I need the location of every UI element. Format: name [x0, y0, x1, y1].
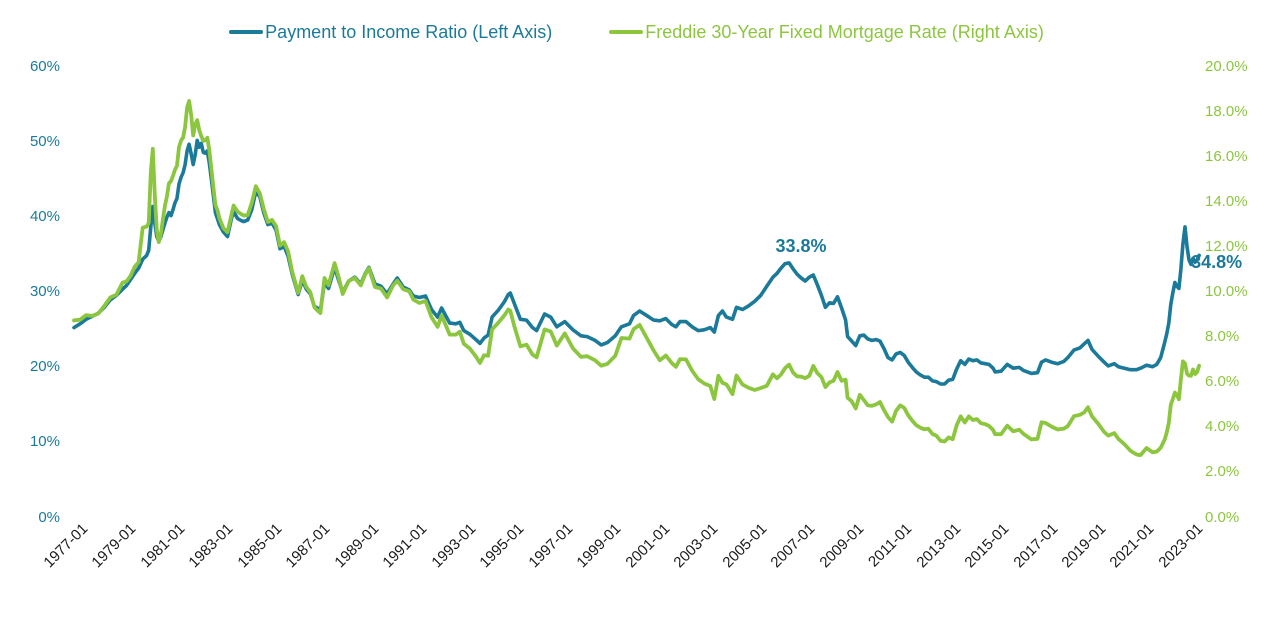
annotation-latest-value: 34.8% [1191, 252, 1243, 273]
left-axis-tick: 0% [38, 508, 60, 526]
annotation-2006-peak: 33.8% [775, 235, 827, 256]
right-axis-tick: 18.0% [1205, 102, 1248, 120]
left-axis-tick: 50% [29, 132, 60, 150]
right-axis-tick: 4.0% [1205, 418, 1240, 436]
left-axis-tick: 40% [29, 207, 60, 225]
mortgage-rate-line-swatch-icon [609, 29, 644, 35]
right-axis-tick: 12.0% [1205, 237, 1248, 255]
right-axis-tick: 16.0% [1205, 147, 1248, 165]
legend-label-mortgage-rate: Freddie 30-Year Fixed Mortgage Rate (Rig… [645, 22, 1044, 42]
left-axis-tick: 30% [29, 283, 60, 300]
legend-item-mortgage-rate: Freddie 30-Year Fixed Mortgage Rate (Rig… [609, 22, 1044, 42]
left-axis-tick: 20% [29, 358, 60, 376]
left-axis-tick: 60% [29, 57, 60, 75]
payment-ratio-line-swatch-icon [229, 29, 264, 35]
right-axis-tick: 20.0% [1205, 57, 1248, 75]
legend-label-payment-ratio: Payment to Income Ratio (Left Axis) [265, 22, 553, 42]
legend-item-payment-ratio: Payment to Income Ratio (Left Axis) [229, 22, 552, 42]
right-axis-tick: 6.0% [1205, 373, 1240, 391]
right-axis-tick: 10.0% [1205, 283, 1248, 300]
payment-to-income-line [72, 138, 1201, 386]
mortgage-rate-line [72, 99, 1201, 458]
left-axis-tick: 10% [29, 433, 60, 451]
chart-legend: Payment to Income Ratio (Left Axis) Fred… [0, 22, 1273, 42]
right-axis-tick: 0.0% [1205, 508, 1240, 526]
right-axis-tick: 2.0% [1205, 463, 1240, 481]
right-axis-tick: 8.0% [1205, 328, 1240, 346]
right-axis-tick: 14.0% [1205, 192, 1248, 210]
